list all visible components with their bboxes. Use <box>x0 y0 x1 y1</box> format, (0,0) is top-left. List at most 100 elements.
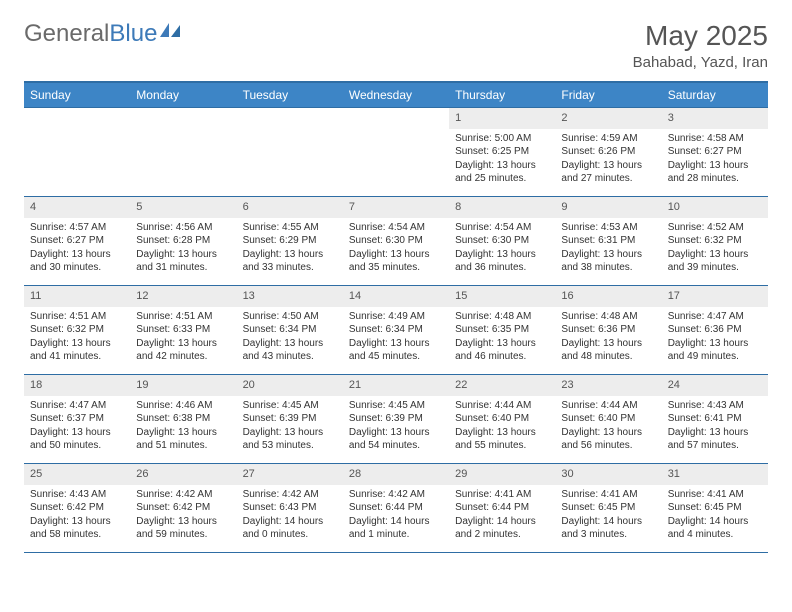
sunset-text: Sunset: 6:43 PM <box>243 501 337 515</box>
sunrise-text: Sunrise: 4:48 AM <box>561 310 655 324</box>
day-body: Sunrise: 4:57 AMSunset: 6:27 PMDaylight:… <box>24 221 130 279</box>
calendar-week-row: 25Sunrise: 4:43 AMSunset: 6:42 PMDayligh… <box>24 463 768 552</box>
sunrise-text: Sunrise: 4:42 AM <box>136 488 230 502</box>
daylight-text: Daylight: 13 hours and 51 minutes. <box>136 426 230 453</box>
calendar-day-cell: 25Sunrise: 4:43 AMSunset: 6:42 PMDayligh… <box>24 464 130 552</box>
calendar-day-cell <box>130 108 236 196</box>
day-number: 6 <box>237 197 343 218</box>
weekday-header: Friday <box>555 83 661 107</box>
calendar-day-cell: 18Sunrise: 4:47 AMSunset: 6:37 PMDayligh… <box>24 375 130 463</box>
day-body: Sunrise: 4:47 AMSunset: 6:37 PMDaylight:… <box>24 399 130 457</box>
calendar-day-cell <box>24 108 130 196</box>
sunrise-text: Sunrise: 4:48 AM <box>455 310 549 324</box>
daylight-text: Daylight: 13 hours and 57 minutes. <box>668 426 762 453</box>
calendar-day-cell: 27Sunrise: 4:42 AMSunset: 6:43 PMDayligh… <box>237 464 343 552</box>
day-body: Sunrise: 4:53 AMSunset: 6:31 PMDaylight:… <box>555 221 661 279</box>
sunrise-text: Sunrise: 4:58 AM <box>668 132 762 146</box>
day-number: 5 <box>130 197 236 218</box>
sunrise-text: Sunrise: 4:41 AM <box>455 488 549 502</box>
calendar-day-cell: 30Sunrise: 4:41 AMSunset: 6:45 PMDayligh… <box>555 464 661 552</box>
day-body: Sunrise: 4:52 AMSunset: 6:32 PMDaylight:… <box>662 221 768 279</box>
daylight-text: Daylight: 13 hours and 56 minutes. <box>561 426 655 453</box>
sunset-text: Sunset: 6:39 PM <box>243 412 337 426</box>
sunrise-text: Sunrise: 4:55 AM <box>243 221 337 235</box>
day-number: 31 <box>662 464 768 485</box>
sunrise-text: Sunrise: 4:44 AM <box>455 399 549 413</box>
sunrise-text: Sunrise: 5:00 AM <box>455 132 549 146</box>
day-number: 17 <box>662 286 768 307</box>
weekday-header: Thursday <box>449 83 555 107</box>
sunset-text: Sunset: 6:28 PM <box>136 234 230 248</box>
daylight-text: Daylight: 13 hours and 42 minutes. <box>136 337 230 364</box>
header: GeneralBlue May 2025 Bahabad, Yazd, Iran <box>24 20 768 71</box>
weekday-header: Monday <box>130 83 236 107</box>
day-body: Sunrise: 4:47 AMSunset: 6:36 PMDaylight:… <box>662 310 768 368</box>
calendar-day-cell: 13Sunrise: 4:50 AMSunset: 6:34 PMDayligh… <box>237 286 343 374</box>
calendar-day-cell: 6Sunrise: 4:55 AMSunset: 6:29 PMDaylight… <box>237 197 343 285</box>
sunset-text: Sunset: 6:41 PM <box>668 412 762 426</box>
daylight-text: Daylight: 14 hours and 1 minute. <box>349 515 443 542</box>
day-number: 9 <box>555 197 661 218</box>
sunrise-text: Sunrise: 4:47 AM <box>668 310 762 324</box>
day-number: 30 <box>555 464 661 485</box>
daylight-text: Daylight: 13 hours and 55 minutes. <box>455 426 549 453</box>
day-body: Sunrise: 4:41 AMSunset: 6:45 PMDaylight:… <box>662 488 768 546</box>
sunset-text: Sunset: 6:35 PM <box>455 323 549 337</box>
daylight-text: Daylight: 13 hours and 33 minutes. <box>243 248 337 275</box>
day-number: 7 <box>343 197 449 218</box>
calendar-day-cell: 4 Sunrise: 4:57 AMSunset: 6:27 PMDaylight… <box>24 197 130 285</box>
brand-part1: General <box>24 20 109 48</box>
day-number: 14 <box>343 286 449 307</box>
sunset-text: Sunset: 6:36 PM <box>668 323 762 337</box>
sunrise-text: Sunrise: 4:43 AM <box>30 488 124 502</box>
calendar-day-cell: 7Sunrise: 4:54 AMSunset: 6:30 PMDaylight… <box>343 197 449 285</box>
sunset-text: Sunset: 6:45 PM <box>668 501 762 515</box>
daylight-text: Daylight: 13 hours and 59 minutes. <box>136 515 230 542</box>
daylight-text: Daylight: 13 hours and 36 minutes. <box>455 248 549 275</box>
day-body: Sunrise: 4:54 AMSunset: 6:30 PMDaylight:… <box>449 221 555 279</box>
calendar-week-row: 4 Sunrise: 4:57 AMSunset: 6:27 PMDaylight… <box>24 196 768 285</box>
location-text: Bahabad, Yazd, Iran <box>633 54 768 71</box>
daylight-text: Daylight: 13 hours and 50 minutes. <box>30 426 124 453</box>
sunrise-text: Sunrise: 4:59 AM <box>561 132 655 146</box>
calendar-day-cell: 14Sunrise: 4:49 AMSunset: 6:34 PMDayligh… <box>343 286 449 374</box>
day-number <box>343 108 449 129</box>
calendar-day-cell: 22 Sunrise: 4:44 AMSunset: 6:40 PMDayligh… <box>449 375 555 463</box>
day-number: 11 <box>24 286 130 307</box>
sunset-text: Sunset: 6:40 PM <box>455 412 549 426</box>
day-number: 2 <box>555 108 661 129</box>
calendar-day-cell: 21Sunrise: 4:45 AMSunset: 6:39 PMDayligh… <box>343 375 449 463</box>
day-number: 8 <box>449 197 555 218</box>
day-body: Sunrise: 4:42 AMSunset: 6:42 PMDaylight:… <box>130 488 236 546</box>
calendar-body: 1Sunrise: 5:00 AMSunset: 6:25 PMDaylight… <box>24 107 768 552</box>
calendar-week-row: 11Sunrise: 4:51 AMSunset: 6:32 PMDayligh… <box>24 285 768 374</box>
day-body: Sunrise: 4:43 AMSunset: 6:42 PMDaylight:… <box>24 488 130 546</box>
calendar-day-cell: 20Sunrise: 4:45 AMSunset: 6:39 PMDayligh… <box>237 375 343 463</box>
calendar-week-row: 18Sunrise: 4:47 AMSunset: 6:37 PMDayligh… <box>24 374 768 463</box>
day-body: Sunrise: 4:58 AMSunset: 6:27 PMDaylight:… <box>662 132 768 190</box>
sunrise-text: Sunrise: 4:43 AM <box>668 399 762 413</box>
day-number: 4 <box>24 197 130 218</box>
weekday-header: Saturday <box>662 83 768 107</box>
sunset-text: Sunset: 6:34 PM <box>349 323 443 337</box>
day-number: 27 <box>237 464 343 485</box>
sunset-text: Sunset: 6:44 PM <box>455 501 549 515</box>
daylight-text: Daylight: 14 hours and 4 minutes. <box>668 515 762 542</box>
day-number: 22 <box>449 375 555 396</box>
day-body: Sunrise: 4:45 AMSunset: 6:39 PMDaylight:… <box>237 399 343 457</box>
daylight-text: Daylight: 13 hours and 43 minutes. <box>243 337 337 364</box>
calendar-day-cell: 12Sunrise: 4:51 AMSunset: 6:33 PMDayligh… <box>130 286 236 374</box>
sunset-text: Sunset: 6:25 PM <box>455 145 549 159</box>
calendar-week-row: 1Sunrise: 5:00 AMSunset: 6:25 PMDaylight… <box>24 107 768 196</box>
sunrise-text: Sunrise: 4:41 AM <box>668 488 762 502</box>
sunrise-text: Sunrise: 4:52 AM <box>668 221 762 235</box>
daylight-text: Daylight: 13 hours and 54 minutes. <box>349 426 443 453</box>
sunrise-text: Sunrise: 4:44 AM <box>561 399 655 413</box>
sunset-text: Sunset: 6:40 PM <box>561 412 655 426</box>
calendar-day-cell: 29Sunrise: 4:41 AMSunset: 6:44 PMDayligh… <box>449 464 555 552</box>
day-body: Sunrise: 4:45 AMSunset: 6:39 PMDaylight:… <box>343 399 449 457</box>
sunset-text: Sunset: 6:42 PM <box>136 501 230 515</box>
day-number <box>237 108 343 129</box>
daylight-text: Daylight: 13 hours and 27 minutes. <box>561 159 655 186</box>
sunset-text: Sunset: 6:45 PM <box>561 501 655 515</box>
